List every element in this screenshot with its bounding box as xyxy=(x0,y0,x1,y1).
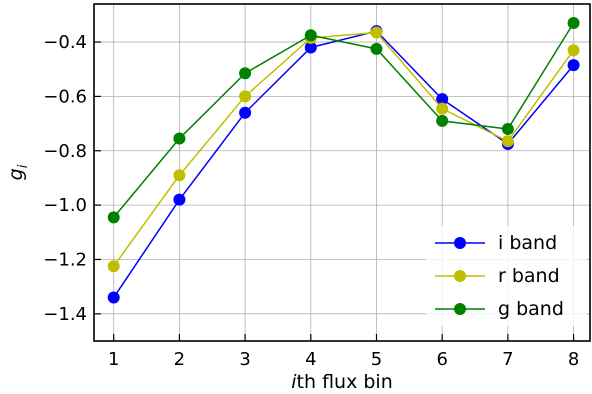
data-point xyxy=(304,41,317,54)
x-tick-label: 8 xyxy=(568,349,579,370)
legend-label: g band xyxy=(498,298,564,320)
data-point xyxy=(239,106,252,119)
data-point xyxy=(370,42,383,55)
series-layer xyxy=(107,17,580,304)
legend-swatch-marker xyxy=(454,303,466,315)
data-point xyxy=(501,135,514,148)
x-tick-label: 2 xyxy=(174,349,185,370)
data-point xyxy=(567,44,580,57)
data-point xyxy=(107,211,120,224)
data-point xyxy=(436,93,449,106)
data-point xyxy=(567,17,580,30)
series-line xyxy=(113,31,575,267)
y-tick-label: −0.4 xyxy=(43,32,87,53)
legend-swatch-marker xyxy=(454,237,466,249)
x-tick-label: 3 xyxy=(239,349,250,370)
data-point xyxy=(436,114,449,127)
data-point xyxy=(304,29,317,42)
y-axis-label: gi xyxy=(5,164,31,180)
x-tick-label: 5 xyxy=(371,349,382,370)
legend: i band r band g band xyxy=(426,226,586,326)
x-tick-label: 1 xyxy=(108,349,119,370)
data-point xyxy=(501,123,514,136)
data-point xyxy=(239,67,252,80)
data-point xyxy=(370,26,383,39)
data-point xyxy=(173,193,186,206)
series-line xyxy=(113,22,575,218)
plot-frame xyxy=(93,3,591,342)
data-point xyxy=(436,102,449,115)
legend-label: r band xyxy=(498,265,560,287)
y-tick-label: −1.0 xyxy=(43,195,87,216)
x-tick-label: 6 xyxy=(436,349,447,370)
data-point xyxy=(107,291,120,304)
data-point xyxy=(567,59,580,72)
x-tick-label: 4 xyxy=(305,349,316,370)
data-point xyxy=(173,169,186,182)
y-tick-label: −1.4 xyxy=(43,304,87,325)
y-tick-label: −1.2 xyxy=(43,249,87,270)
x-axis-label: ith flux bin xyxy=(291,371,393,393)
legend-swatch-marker xyxy=(454,270,466,282)
x-tick-label: 7 xyxy=(502,349,513,370)
axis-ticks: 1 2 3 4 5 6 7 8 −1.4 −1.2 −1.0 −0.8 −0.6 −0.4 xyxy=(43,32,579,370)
data-point xyxy=(107,260,120,273)
data-point xyxy=(239,90,252,103)
data-point xyxy=(173,132,186,145)
y-tick-label: −0.6 xyxy=(43,86,87,107)
y-tick-label: −0.8 xyxy=(43,141,87,162)
legend-label: i band xyxy=(498,232,557,254)
